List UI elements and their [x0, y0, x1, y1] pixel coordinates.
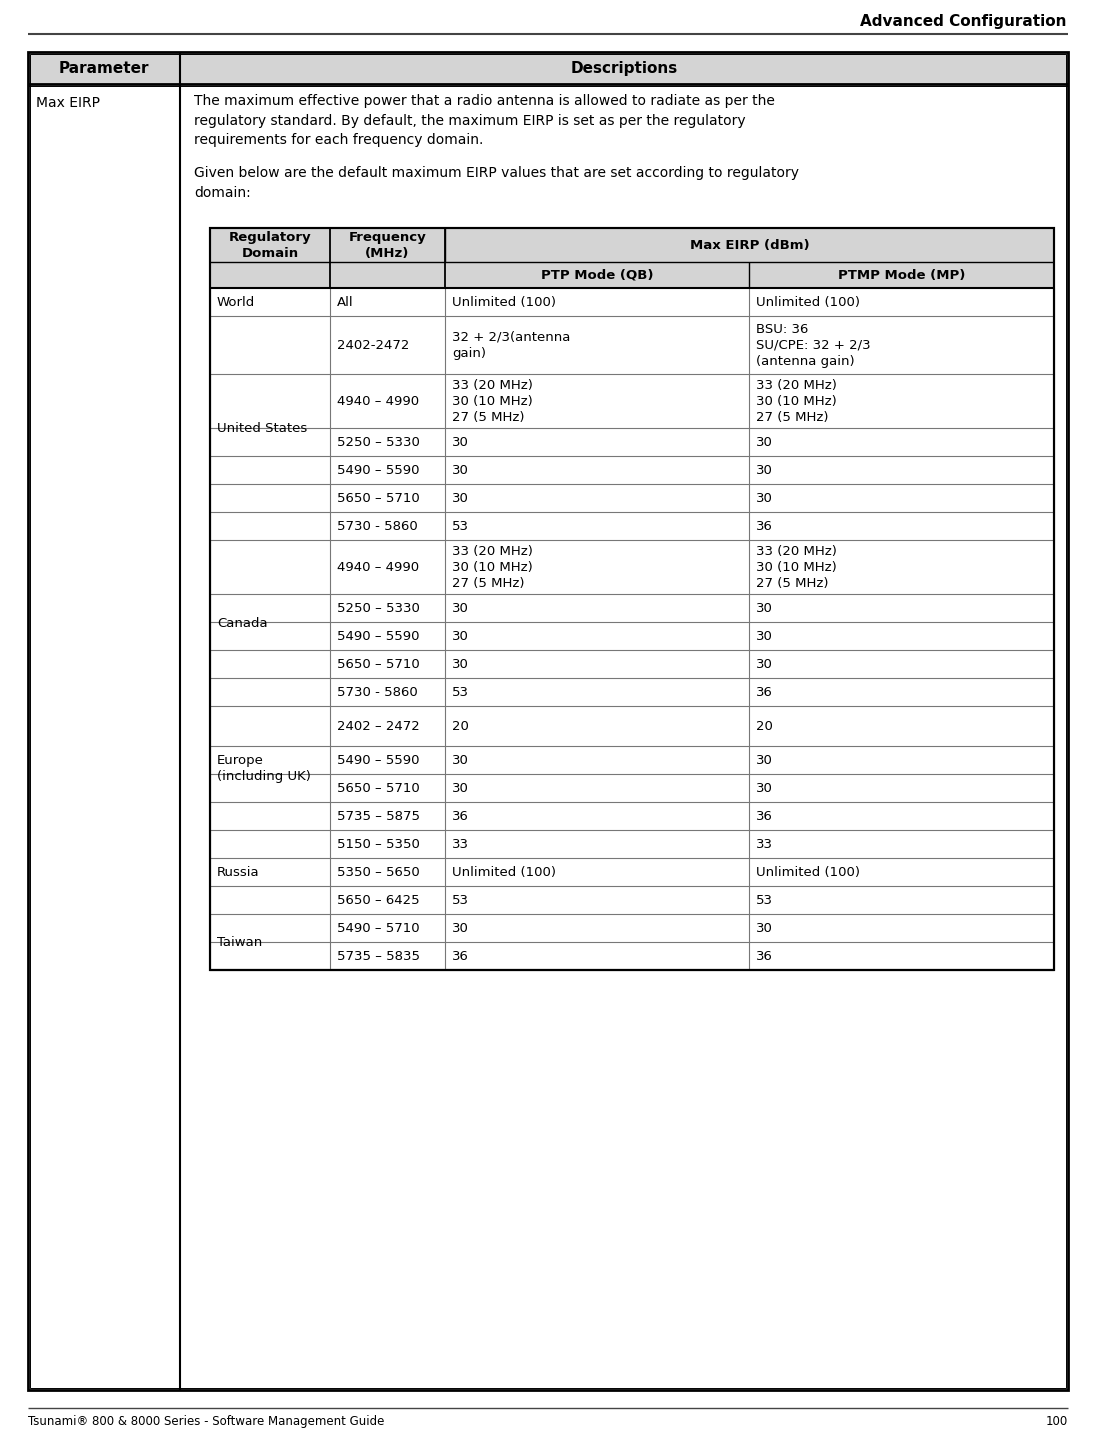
Text: 33 (20 MHz)
30 (10 MHz)
27 (5 MHz): 33 (20 MHz) 30 (10 MHz) 27 (5 MHz) [756, 544, 837, 590]
Text: PTMP Mode (MP): PTMP Mode (MP) [837, 269, 966, 282]
Text: 5650 – 5710: 5650 – 5710 [336, 657, 420, 670]
Text: Tsunami® 800 & 8000 Series - Software Management Guide: Tsunami® 800 & 8000 Series - Software Ma… [28, 1415, 385, 1428]
Text: 33: 33 [452, 837, 469, 850]
Text: Canada: Canada [217, 616, 267, 630]
Text: Unlimited (100): Unlimited (100) [756, 866, 860, 879]
Text: 30: 30 [756, 492, 773, 504]
Text: 33 (20 MHz)
30 (10 MHz)
27 (5 MHz): 33 (20 MHz) 30 (10 MHz) 27 (5 MHz) [756, 379, 837, 423]
Text: 20: 20 [452, 719, 469, 733]
Text: Parameter: Parameter [59, 60, 149, 76]
Text: 33 (20 MHz)
30 (10 MHz)
27 (5 MHz): 33 (20 MHz) 30 (10 MHz) 27 (5 MHz) [452, 379, 533, 423]
Text: 5650 – 5710: 5650 – 5710 [336, 492, 420, 504]
Text: 33 (20 MHz)
30 (10 MHz)
27 (5 MHz): 33 (20 MHz) 30 (10 MHz) 27 (5 MHz) [452, 544, 533, 590]
Text: 5250 – 5330: 5250 – 5330 [336, 602, 420, 614]
Text: Max EIRP: Max EIRP [36, 96, 100, 110]
Text: 53: 53 [756, 893, 773, 906]
Text: 5490 – 5590: 5490 – 5590 [336, 753, 420, 766]
Text: 32 + 2/3(antenna
gain): 32 + 2/3(antenna gain) [452, 330, 570, 360]
Text: 2402-2472: 2402-2472 [336, 339, 410, 352]
Text: The maximum effective power that a radio antenna is allowed to radiate as per th: The maximum effective power that a radio… [194, 94, 775, 147]
Text: 5150 – 5350: 5150 – 5350 [336, 837, 420, 850]
Text: 30: 30 [756, 602, 773, 614]
Text: 30: 30 [452, 630, 469, 643]
Text: 5730 - 5860: 5730 - 5860 [336, 686, 418, 699]
Text: 36: 36 [756, 949, 773, 963]
Bar [210, 229, 1054, 289]
Text: 20: 20 [756, 719, 773, 733]
Text: 5735 – 5875: 5735 – 5875 [336, 809, 420, 823]
Text: Regulatory
Domain: Regulatory Domain [229, 230, 311, 260]
Bar [210, 229, 1054, 970]
Text: 53: 53 [452, 520, 469, 533]
Text: United States: United States [217, 422, 307, 434]
Text: Taiwan: Taiwan [217, 936, 262, 949]
Text: Unlimited (100): Unlimited (100) [452, 866, 556, 879]
Text: Unlimited (100): Unlimited (100) [452, 296, 556, 309]
Text: 5730 - 5860: 5730 - 5860 [336, 520, 418, 533]
Text: 36: 36 [452, 949, 469, 963]
Text: 30: 30 [452, 753, 469, 766]
Text: 5650 – 6425: 5650 – 6425 [336, 893, 420, 906]
Text: 5250 – 5330: 5250 – 5330 [336, 436, 420, 449]
Bar [28, 51, 1068, 84]
Text: PTP Mode (QB): PTP Mode (QB) [540, 269, 653, 282]
Text: 30: 30 [452, 782, 469, 795]
Bar [210, 229, 1054, 970]
Text: 5490 – 5590: 5490 – 5590 [336, 630, 420, 643]
Text: All: All [336, 296, 354, 309]
Text: 30: 30 [452, 602, 469, 614]
Text: 30: 30 [756, 753, 773, 766]
Text: 30: 30 [756, 922, 773, 935]
Text: 30: 30 [756, 436, 773, 449]
Text: 53: 53 [452, 686, 469, 699]
Text: 36: 36 [452, 809, 469, 823]
Text: 30: 30 [452, 492, 469, 504]
Text: 4940 – 4990: 4940 – 4990 [336, 560, 419, 573]
Text: Descriptions: Descriptions [570, 60, 677, 76]
Text: 5650 – 5710: 5650 – 5710 [336, 782, 420, 795]
Text: 33: 33 [756, 837, 773, 850]
Text: 30: 30 [756, 657, 773, 670]
Text: 30: 30 [452, 657, 469, 670]
Text: 5490 – 5710: 5490 – 5710 [336, 922, 420, 935]
Text: Europe
(including UK): Europe (including UK) [217, 753, 311, 783]
Text: Given below are the default maximum EIRP values that are set according to regula: Given below are the default maximum EIRP… [194, 166, 799, 200]
Text: Advanced Configuration: Advanced Configuration [859, 14, 1066, 29]
Text: 5350 – 5650: 5350 – 5650 [336, 866, 420, 879]
Text: 36: 36 [756, 520, 773, 533]
Text: 30: 30 [452, 922, 469, 935]
Text: 36: 36 [756, 809, 773, 823]
Text: 100: 100 [1046, 1415, 1068, 1428]
Text: BSU: 36
SU/CPE: 32 + 2/3
(antenna gain): BSU: 36 SU/CPE: 32 + 2/3 (antenna gain) [756, 323, 870, 367]
Text: World: World [217, 296, 255, 309]
Text: 4940 – 4990: 4940 – 4990 [336, 394, 419, 407]
Text: 5735 – 5835: 5735 – 5835 [336, 949, 420, 963]
Text: 30: 30 [452, 463, 469, 476]
Text: Frequency
(MHz): Frequency (MHz) [349, 230, 426, 260]
Text: 5490 – 5590: 5490 – 5590 [336, 463, 420, 476]
Text: 30: 30 [756, 782, 773, 795]
Text: Max EIRP (dBm): Max EIRP (dBm) [689, 239, 809, 252]
Text: 30: 30 [452, 436, 469, 449]
Text: 53: 53 [452, 893, 469, 906]
Text: Unlimited (100): Unlimited (100) [756, 296, 860, 309]
Text: Russia: Russia [217, 866, 260, 879]
Text: 36: 36 [756, 686, 773, 699]
Text: 2402 – 2472: 2402 – 2472 [336, 719, 420, 733]
Text: 30: 30 [756, 630, 773, 643]
Text: 30: 30 [756, 463, 773, 476]
